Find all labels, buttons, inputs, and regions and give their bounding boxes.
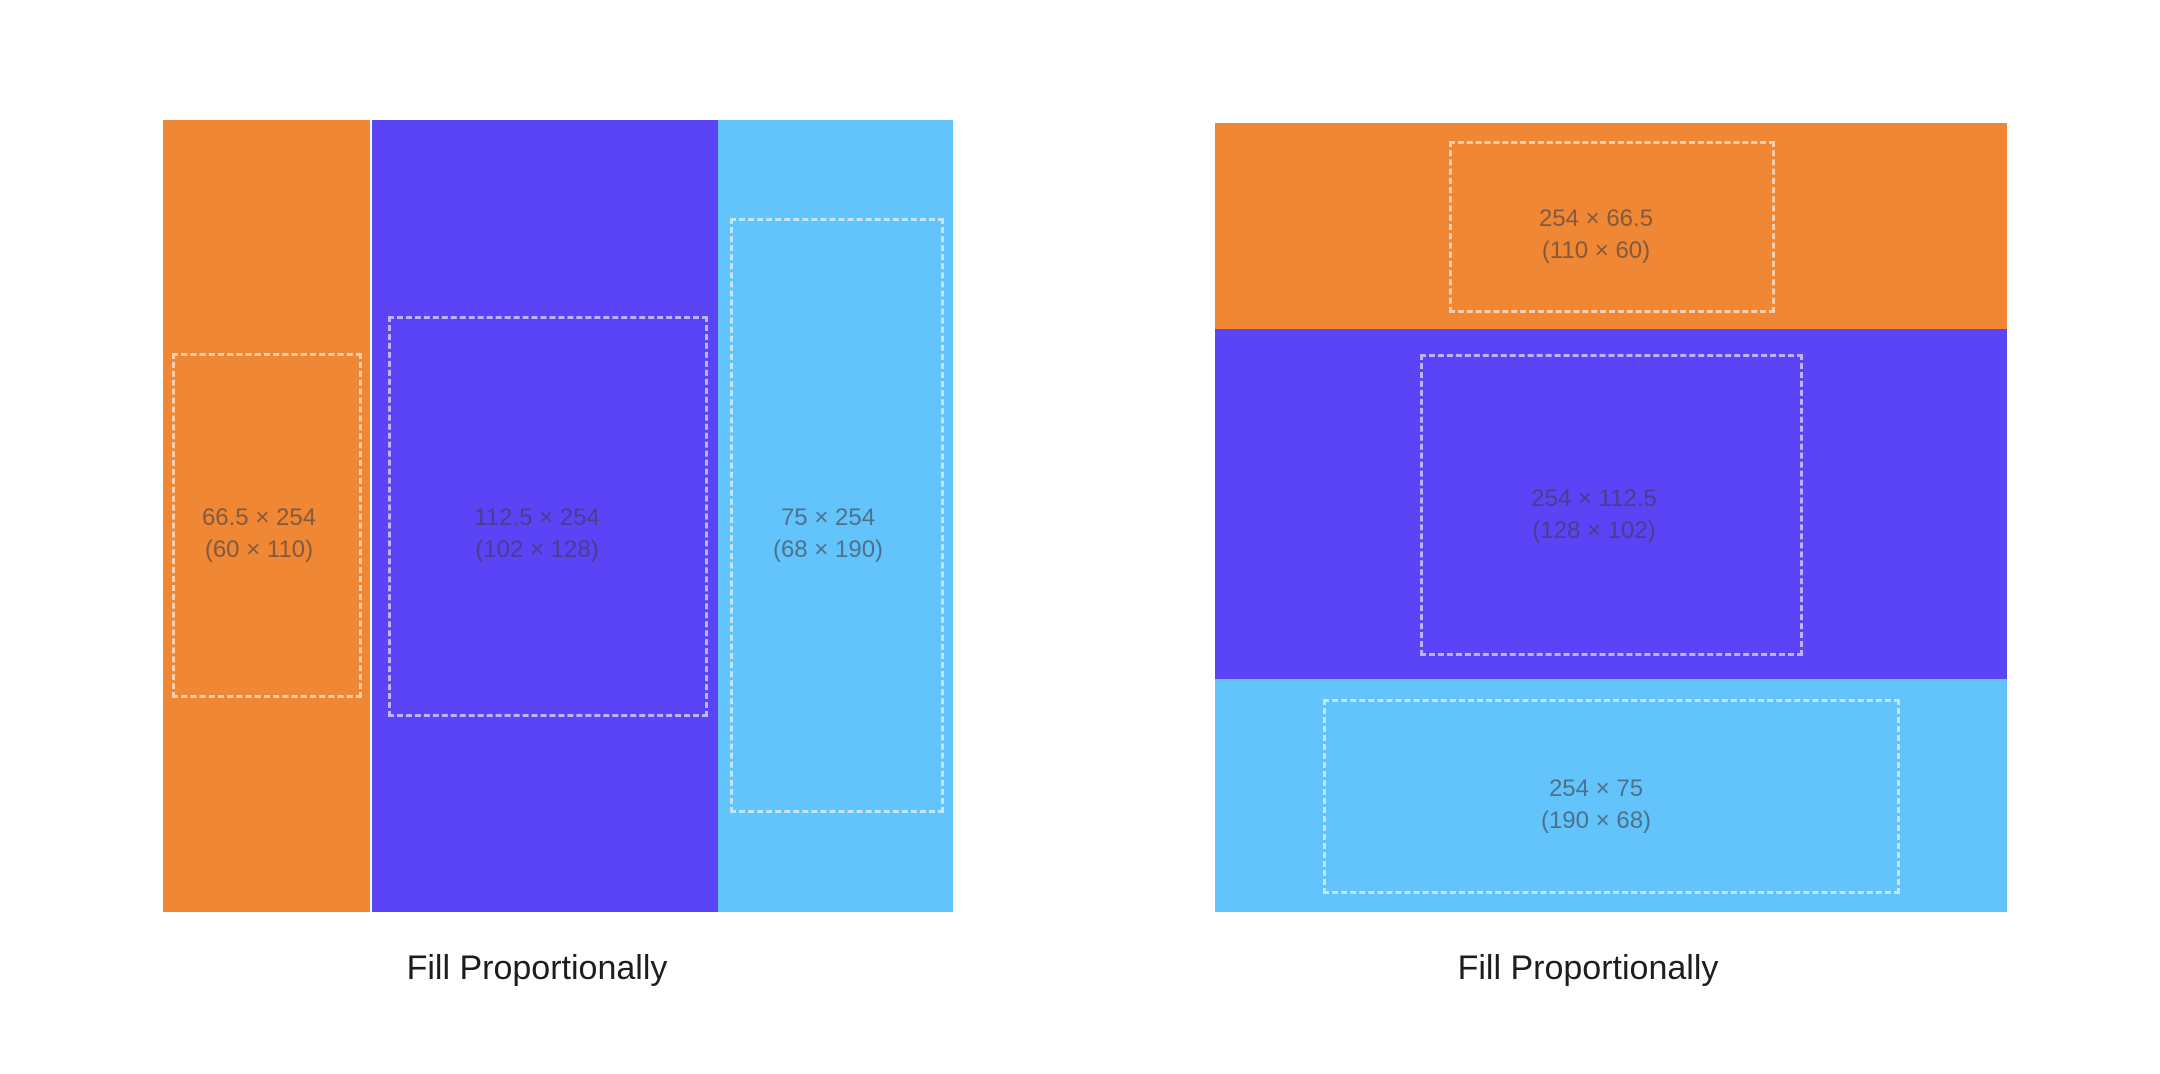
diagram-caption: Fill Proportionally (406, 949, 668, 987)
content-box-outline (1323, 699, 1900, 894)
content-size-label: (128 × 102) (1532, 517, 1656, 544)
diagram-caption: Fill Proportionally (1457, 949, 1719, 987)
size-label: 112.5 × 254 (474, 504, 600, 531)
cell-size-label: 254 × 75 (190 × 68) (1416, 773, 1776, 837)
cell-size-label: 254 × 112.5 (128 × 102) (1414, 483, 1774, 547)
content-box-outline (730, 218, 944, 813)
size-label: 254 × 112.5 (1531, 485, 1657, 512)
size-label: 66.5 × 254 (201, 504, 317, 531)
light-blue-cell: 254 × 75 (190 × 68) (1215, 679, 2007, 912)
size-label: 75 × 254 (780, 504, 876, 531)
content-box-outline (172, 353, 362, 698)
content-box-outline (1420, 354, 1803, 656)
content-size-label: (68 × 190) (772, 536, 884, 563)
cell-size-label: 66.5 × 254 (60 × 110) (163, 502, 439, 566)
content-box-outline (1449, 141, 1775, 313)
indigo-cell: 112.5 × 254 (102 × 128) (372, 120, 718, 912)
horizontal-fill-proportionally-diagram: 66.5 × 254 (60 × 110) 112.5 × 254 (102 ×… (163, 120, 953, 912)
cell-size-label: 254 × 66.5 (110 × 60) (1416, 203, 1776, 267)
size-label: 254 × 75 (1548, 775, 1644, 802)
content-size-label: (102 × 128) (475, 536, 599, 563)
orange-cell: 254 × 66.5 (110 × 60) (1215, 123, 2007, 329)
indigo-cell: 254 × 112.5 (128 × 102) (1215, 329, 2007, 679)
content-size-label: (60 × 110) (204, 536, 314, 563)
vertical-fill-proportionally-diagram: 254 × 66.5 (110 × 60) 254 × 112.5 (128 ×… (1215, 123, 2007, 912)
cell-size-label: 75 × 254 (68 × 190) (648, 502, 953, 566)
content-box-outline (388, 316, 708, 717)
cell-size-label: 112.5 × 254 (102 × 128) (357, 502, 717, 566)
orange-cell: 66.5 × 254 (60 × 110) (163, 120, 370, 912)
light-blue-cell: 75 × 254 (68 × 190) (718, 120, 953, 912)
content-size-label: (110 × 60) (1541, 237, 1651, 264)
content-size-label: (190 × 68) (1540, 807, 1652, 834)
size-label: 254 × 66.5 (1538, 205, 1654, 232)
